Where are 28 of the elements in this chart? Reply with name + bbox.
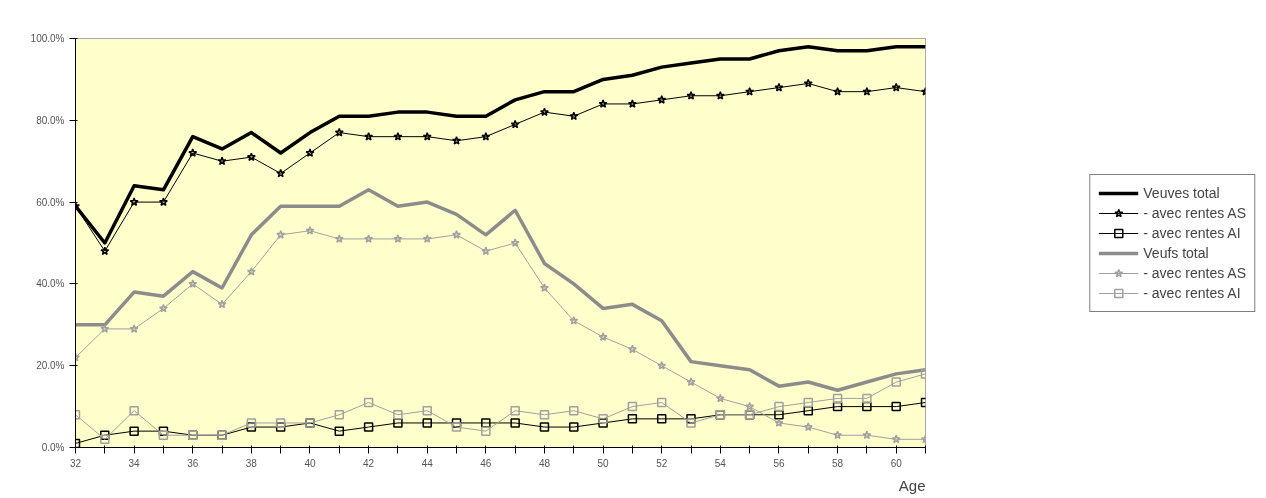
x-tick-label: 44 xyxy=(421,457,434,469)
x-tick-label: 60 xyxy=(890,457,903,469)
y-tick-label: 0.0% xyxy=(41,442,65,453)
legend-label: - avec rentes AI xyxy=(1143,224,1241,241)
x-tick-label: 34 xyxy=(128,457,141,469)
x-tick-label: 48 xyxy=(538,457,551,469)
x-tick-label: 52 xyxy=(656,457,668,469)
legend-label: Veuves total xyxy=(1143,184,1220,201)
x-tick-label: 56 xyxy=(773,457,785,469)
legend-label: - avec rentes AS xyxy=(1143,264,1246,281)
x-tick-label: 54 xyxy=(714,457,727,469)
x-tick-label: 38 xyxy=(245,457,258,469)
y-tick-label: 20.0% xyxy=(36,360,65,372)
y-tick-label: 60.0% xyxy=(36,196,65,208)
y-tick-label: 100.0% xyxy=(30,33,65,44)
legend-label: - avec rentes AS xyxy=(1143,204,1246,221)
x-tick-label: 46 xyxy=(480,457,492,469)
legend-label: - avec rentes AI xyxy=(1143,284,1241,301)
x-tick-label: 32 xyxy=(69,457,82,469)
x-axis-title: Age xyxy=(898,476,926,494)
y-tick-label: 80.0% xyxy=(36,114,65,126)
x-tick-label: 36 xyxy=(187,457,199,469)
legend-label: Veufs total xyxy=(1143,244,1209,261)
x-tick-label: 40 xyxy=(304,457,316,469)
y-tick-label: 40.0% xyxy=(36,278,65,290)
x-tick-label: 58 xyxy=(832,457,844,469)
x-tick-label: 42 xyxy=(363,457,375,469)
x-tick-label: 50 xyxy=(597,457,610,469)
